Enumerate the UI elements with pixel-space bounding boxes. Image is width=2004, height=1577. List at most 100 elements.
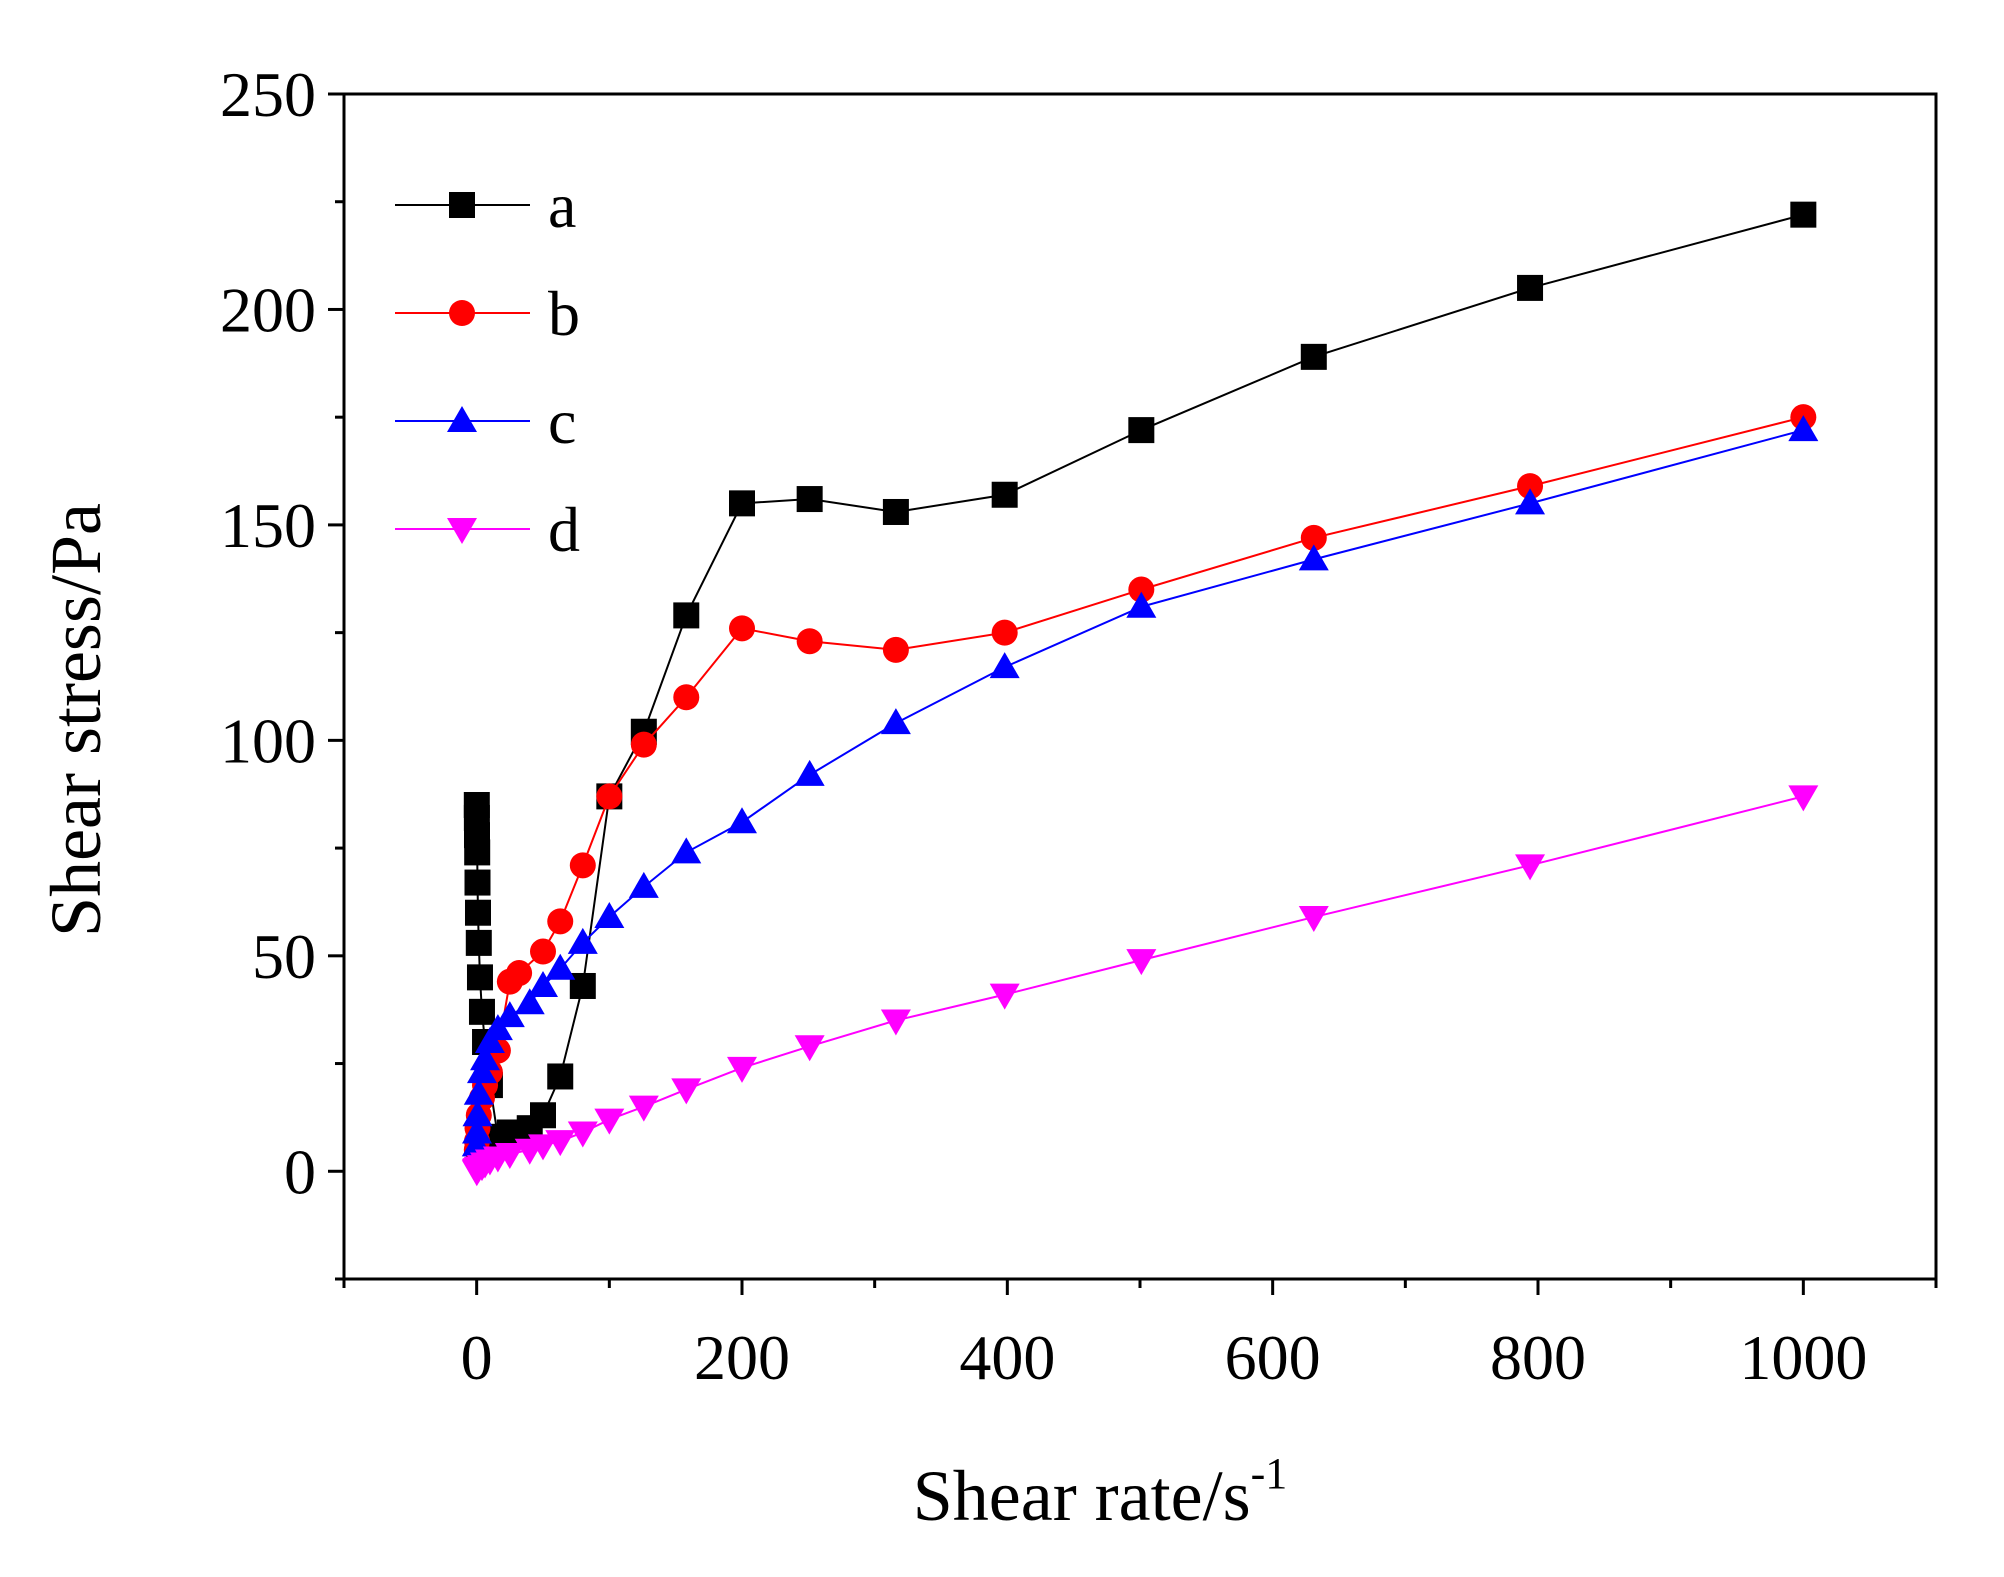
series-a-point: [569, 972, 596, 999]
series-c-point: [794, 759, 825, 786]
series-a: [463, 201, 1817, 1150]
y-tick-label: 200: [220, 274, 316, 345]
x-tick-label: 800: [1490, 1322, 1586, 1393]
y-tick-label: 250: [220, 59, 316, 130]
series-a-point: [468, 998, 495, 1025]
series-a-point: [1790, 201, 1817, 228]
series-b-point: [991, 619, 1018, 646]
series-a-point: [1128, 417, 1155, 444]
series-c-point: [880, 708, 911, 735]
series-b-point: [796, 628, 823, 655]
legend-marker: [449, 192, 475, 218]
x-tick-label: 600: [1225, 1322, 1321, 1393]
series-a-point: [1300, 343, 1327, 370]
series-c-point: [594, 902, 625, 929]
legend-marker: [447, 518, 477, 544]
series-c-point: [628, 871, 659, 898]
series-a-point: [1517, 274, 1544, 301]
y-tick-label: 100: [220, 705, 316, 776]
series-a-line: [475, 213, 1804, 1139]
y-tick-label: 0: [284, 1136, 316, 1207]
series-b: [463, 404, 1817, 1163]
series-c-point: [461, 1117, 492, 1144]
series-d-point: [1515, 854, 1546, 881]
series-d-point: [594, 1108, 625, 1135]
series-d-point: [880, 1009, 911, 1036]
series-b-line: [475, 416, 1804, 1150]
series-d-point: [1126, 949, 1157, 976]
legend-item-d: d: [395, 494, 580, 565]
axis-ticks: 0 200 400 600 800 1000 0 50 100 150 200 250: [220, 59, 1938, 1393]
series-c-point: [567, 927, 598, 954]
series-c: [461, 415, 1819, 1157]
series-d: [461, 785, 1819, 1187]
series-a-point: [673, 602, 700, 629]
series-d-point: [628, 1095, 659, 1122]
series-d-line: [475, 795, 1804, 1172]
legend-item-a: a: [395, 170, 576, 241]
series-c-point: [671, 837, 702, 864]
series-a-point: [547, 1063, 574, 1090]
series-a-point: [530, 1102, 556, 1129]
series-d-point: [727, 1056, 757, 1083]
series-d-point: [545, 1130, 576, 1157]
series-b-point: [1128, 576, 1155, 603]
series-a-point: [991, 481, 1018, 508]
series-b-point: [882, 636, 909, 663]
x-axis-title: Shear rate/s-1: [913, 1449, 1288, 1536]
series-d-point: [528, 1134, 558, 1161]
series-d-point: [494, 1143, 525, 1170]
legend-label: c: [548, 386, 576, 457]
series-c-point: [462, 1100, 493, 1127]
series-d-point: [671, 1078, 702, 1105]
series-a-point: [882, 498, 909, 525]
y-tick-label: 150: [220, 490, 316, 561]
series-c-point: [1788, 415, 1819, 442]
series-b-point: [530, 938, 556, 965]
series-c-point: [727, 807, 757, 834]
y-tick-label: 50: [252, 921, 316, 992]
series-d-point: [1788, 785, 1819, 812]
legend-item-b: b: [395, 278, 580, 349]
series-a-point: [729, 490, 755, 517]
series-c-point: [514, 988, 545, 1015]
series-b-point: [596, 783, 623, 810]
x-axis-title-main: Shear rate/s: [913, 1456, 1251, 1536]
legend-label: a: [548, 170, 576, 241]
series-c-point: [545, 953, 576, 980]
series-b-point: [506, 960, 533, 987]
series-c-line: [475, 429, 1804, 1146]
legend-label: b: [548, 278, 580, 349]
x-tick-label: 0: [461, 1322, 493, 1393]
series-b-point: [673, 684, 700, 711]
plot-frame: [342, 92, 1938, 1281]
series-d-point: [794, 1035, 825, 1062]
series-a-point: [465, 929, 492, 956]
series-b-point: [1300, 524, 1327, 551]
series-c-point: [1126, 591, 1157, 618]
x-tick-label: 400: [959, 1322, 1055, 1393]
series-b-point: [630, 731, 657, 758]
y-axis-title: Shear stress/Pa: [36, 503, 116, 937]
series-c-point: [528, 970, 558, 997]
series-b-point: [569, 852, 596, 879]
series-c-point: [463, 1078, 494, 1105]
series-c-point: [1515, 488, 1546, 515]
legend-label: d: [548, 494, 580, 565]
series-a-point: [464, 869, 491, 896]
legend-marker: [447, 406, 477, 432]
legend-item-c: c: [395, 386, 576, 457]
series-d-point: [1298, 906, 1329, 933]
series-b-point: [1517, 473, 1544, 500]
series-c-point: [494, 1001, 525, 1028]
series-c-point: [470, 1044, 501, 1071]
series-b-point: [729, 615, 755, 642]
x-tick-label: 1000: [1739, 1322, 1867, 1393]
series-a-point: [466, 964, 493, 991]
series-d-point: [989, 983, 1020, 1010]
data-series: [461, 201, 1819, 1187]
series-c-point: [989, 652, 1020, 679]
series-a-point: [796, 486, 823, 513]
